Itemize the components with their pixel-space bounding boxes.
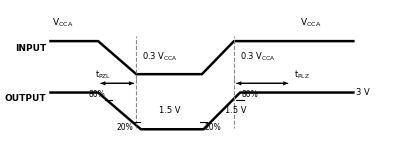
Text: 1.5 V: 1.5 V <box>159 106 180 115</box>
Text: t$_{\mathsf{PZL}}$: t$_{\mathsf{PZL}}$ <box>95 68 111 81</box>
Text: INPUT: INPUT <box>15 44 46 53</box>
Text: 0.3 V$_{\mathsf{CCA}}$: 0.3 V$_{\mathsf{CCA}}$ <box>142 50 178 63</box>
Text: 20%: 20% <box>205 123 222 131</box>
Text: 0.3 V$_{\mathsf{CCA}}$: 0.3 V$_{\mathsf{CCA}}$ <box>240 50 276 63</box>
Text: 20%: 20% <box>117 123 133 131</box>
Text: 80%: 80% <box>242 90 258 99</box>
Text: V$_{\mathsf{CCA}}$: V$_{\mathsf{CCA}}$ <box>299 16 321 29</box>
Text: t$_{\mathsf{PLZ}}$: t$_{\mathsf{PLZ}}$ <box>294 68 309 81</box>
Text: V$_{\mathsf{CCA}}$: V$_{\mathsf{CCA}}$ <box>52 16 74 29</box>
Text: 3 V: 3 V <box>356 88 370 97</box>
Text: OUTPUT: OUTPUT <box>5 94 46 103</box>
Text: 80%: 80% <box>89 90 106 99</box>
Text: 1.5 V: 1.5 V <box>225 106 246 115</box>
